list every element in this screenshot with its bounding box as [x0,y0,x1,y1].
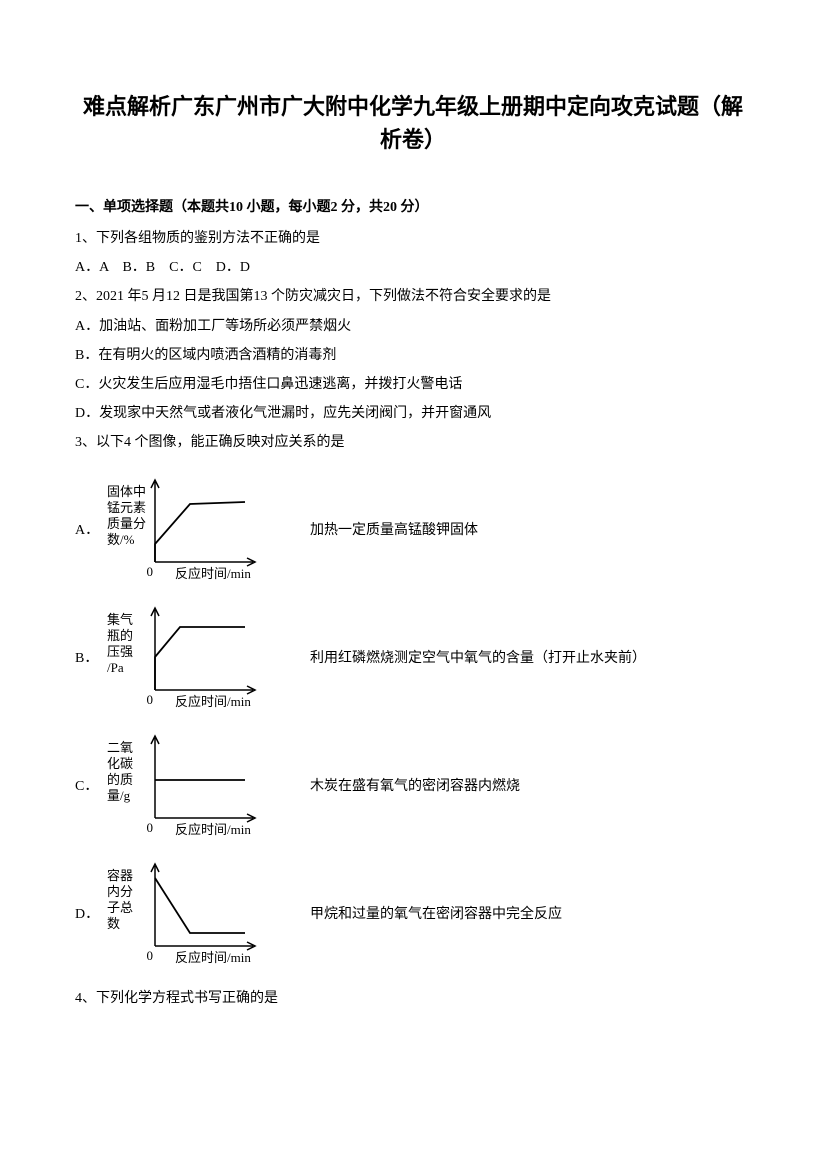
svg-text:子总: 子总 [107,900,133,915]
chart-row-c: C． 0 反应时间/min 二氧化碳的质量/g 木炭在盛有氧气的密闭容器内燃烧 [75,730,751,840]
svg-text:的质: 的质 [107,772,133,787]
chart-b-label: B． [75,647,105,667]
chart-d-svg: 0 反应时间/min 容器内分子总数 [105,858,260,968]
svg-text:0: 0 [147,948,154,963]
q1-stem: 1、下列各组物质的鉴别方法不正确的是 [75,226,751,251]
q2-opt-a: A．加油站、面粉加工厂等场所必须严禁烟火 [75,314,751,339]
svg-text:反应时间/min: 反应时间/min [175,566,251,581]
svg-text:数/%: 数/% [107,532,135,547]
q2-stem: 2、2021 年5 月12 日是我国第13 个防灾减灾日，下列做法不符合安全要求… [75,284,751,309]
svg-text:化碳: 化碳 [107,756,133,771]
chart-c-label: C． [75,775,105,795]
svg-text:反应时间/min: 反应时间/min [175,694,251,709]
chart-c-caption: 木炭在盛有氧气的密闭容器内燃烧 [310,775,520,795]
svg-text:锰元素: 锰元素 [107,500,146,515]
svg-text:0: 0 [147,820,154,835]
svg-text:数: 数 [107,916,120,931]
chart-a-svg: 0 反应时间/min 固体中锰元素质量分数/% [105,474,260,584]
svg-text:/Pa: /Pa [107,660,124,675]
q2-opt-d: D．发现家中天然气或者液化气泄漏时，应先关闭阀门，并开窗通风 [75,401,751,426]
svg-text:瓶的: 瓶的 [107,628,133,643]
svg-text:量/g: 量/g [107,788,131,803]
chart-row-d: D． 0 反应时间/min 容器内分子总数 甲烷和过量的氧气在密闭容器中完全反应 [75,858,751,968]
svg-text:固体中: 固体中 [107,484,146,499]
chart-d-caption: 甲烷和过量的氧气在密闭容器中完全反应 [310,903,562,923]
svg-text:0: 0 [147,692,154,707]
chart-b-caption: 利用红磷燃烧测定空气中氧气的含量（打开止水夹前） [310,647,646,667]
svg-text:反应时间/min: 反应时间/min [175,950,251,965]
chart-c-svg: 0 反应时间/min 二氧化碳的质量/g [105,730,260,840]
q4-stem: 4、下列化学方程式书写正确的是 [75,986,751,1011]
page-title: 难点解析广东广州市广大附中化学九年级上册期中定向攻克试题（解析卷） [75,90,751,156]
chart-a-caption: 加热一定质量高锰酸钾固体 [310,519,478,539]
svg-text:0: 0 [147,564,154,579]
chart-d-label: D． [75,903,105,923]
chart-b-svg: 0 反应时间/min 集气瓶的压强/Pa [105,602,260,712]
svg-text:质量分: 质量分 [107,516,146,531]
svg-text:内分: 内分 [107,884,133,899]
q2-opt-b: B．在有明火的区域内喷洒含酒精的消毒剂 [75,343,751,368]
q1-options: A．A B．B C．C D．D [75,255,751,280]
chart-row-b: B． 0 反应时间/min 集气瓶的压强/Pa 利用红磷燃烧测定空气中氧气的含量（打… [75,602,751,712]
section-header: 一、单项选择题（本题共10 小题，每小题2 分，共20 分） [75,196,751,216]
svg-text:二氧: 二氧 [107,740,133,755]
q2-opt-c: C．火灾发生后应用湿毛巾捂住口鼻迅速逃离，并拨打火警电话 [75,372,751,397]
svg-text:压强: 压强 [107,644,133,659]
svg-text:容器: 容器 [107,868,133,883]
q3-stem: 3、以下4 个图像，能正确反映对应关系的是 [75,430,751,455]
chart-row-a: A． 0 反应时间/min 固体中锰元素质量分数/% 加热一定质量高锰酸钾固体 [75,474,751,584]
svg-text:反应时间/min: 反应时间/min [175,822,251,837]
svg-text:集气: 集气 [107,612,133,627]
chart-a-label: A． [75,519,105,539]
